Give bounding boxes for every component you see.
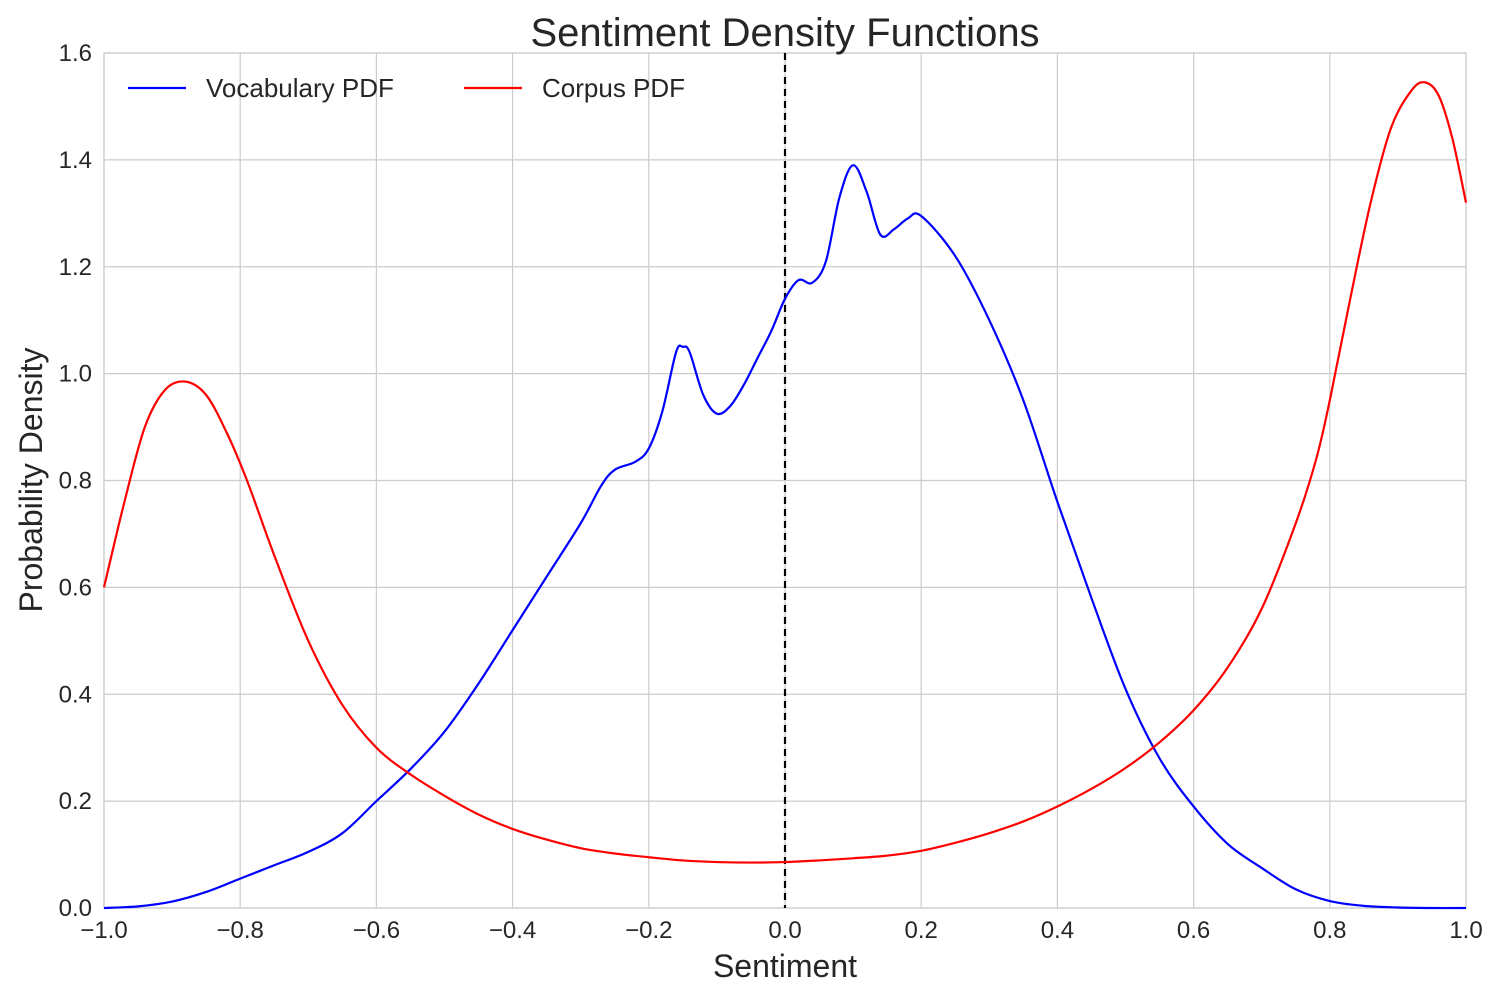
vocabulary-pdf-line	[103, 164, 1467, 910]
x-axis-label: Sentiment	[713, 948, 857, 984]
x-tick-labels: −1.0 −0.8 −0.6 −0.4 −0.2 0.0 0.2 0.4 0.6 0.8 1.0	[80, 917, 1482, 944]
x-tick-label: −0.4	[489, 917, 536, 944]
y-tick-label: 1.6	[59, 40, 92, 67]
y-tick-label: 1.0	[59, 361, 92, 388]
x-tick-label: 0.2	[905, 917, 938, 944]
y-tick-label: 0.6	[59, 574, 92, 601]
x-tick-label: 0.8	[1313, 917, 1346, 944]
chart-title: Sentiment Density Functions	[530, 11, 1039, 55]
corpus-pdf-line	[102, 81, 1468, 864]
legend-label: Vocabulary PDF	[206, 73, 394, 103]
series-lines	[102, 81, 1468, 910]
x-tick-label: 1.0	[1449, 917, 1482, 944]
x-tick-label: 0.4	[1041, 917, 1074, 944]
x-tick-label: 0.0	[768, 917, 801, 944]
x-tick-label: −0.6	[353, 917, 400, 944]
legend-label: Corpus PDF	[542, 73, 685, 103]
y-tick-label: 0.4	[59, 681, 92, 708]
y-tick-label: 0.0	[59, 895, 92, 922]
y-tick-label: 1.2	[59, 254, 92, 281]
x-tick-label: −1.0	[80, 917, 127, 944]
y-tick-label: 0.2	[59, 788, 92, 815]
x-tick-label: 0.6	[1177, 917, 1210, 944]
x-tick-label: −0.2	[625, 917, 672, 944]
y-axis-label: Probability Density	[13, 348, 49, 613]
legend: Vocabulary PDF Corpus PDF	[128, 73, 685, 103]
y-tick-label: 1.4	[59, 147, 92, 174]
x-tick-label: −0.8	[217, 917, 264, 944]
y-tick-label: 0.8	[59, 468, 92, 495]
y-tick-labels: 0.0 0.2 0.4 0.6 0.8 1.0 1.2 1.4 1.6	[59, 40, 92, 922]
